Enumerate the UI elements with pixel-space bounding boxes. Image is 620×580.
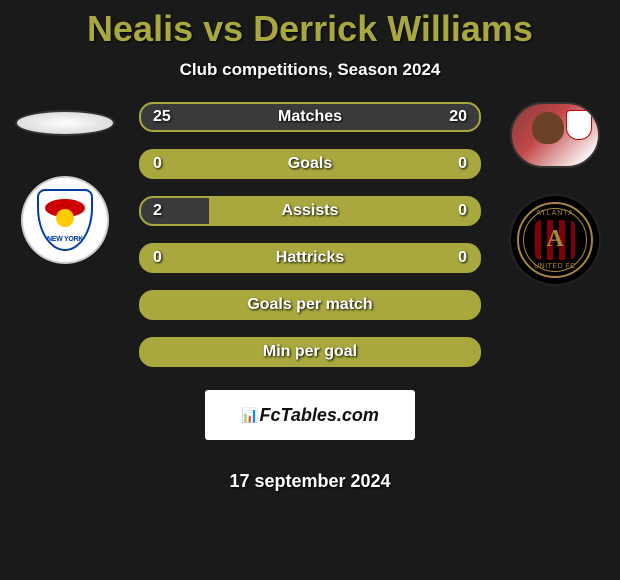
watermark-text: FcTables.com xyxy=(260,405,379,426)
stat-label: Min per goal xyxy=(263,343,357,361)
stat-value-left: 25 xyxy=(153,108,171,126)
stat-bar-matches: 25 Matches 20 xyxy=(139,102,481,132)
stat-value-left: 2 xyxy=(153,202,162,220)
stat-value-left: 0 xyxy=(153,155,162,173)
stat-label: Assists xyxy=(282,202,339,220)
player-left-avatar xyxy=(15,110,115,136)
club-left-badge: NEW YORK xyxy=(21,176,109,264)
stat-label: Hattricks xyxy=(276,249,344,267)
stat-bar-goals: 0 Goals 0 xyxy=(139,149,481,179)
stat-bar-assists: 2 Assists 0 xyxy=(139,196,481,226)
stat-bar-goals-per-match: Goals per match xyxy=(139,290,481,320)
stat-value-right: 0 xyxy=(458,155,467,173)
stat-label: Goals per match xyxy=(247,296,372,314)
player-right-avatar xyxy=(510,102,600,168)
stat-bar-hattricks: 0 Hattricks 0 xyxy=(139,243,481,273)
atl-text-top: ATLANTA xyxy=(511,210,599,217)
stat-value-right: 20 xyxy=(449,108,467,126)
comparison-area: NEW YORK ATLANTA A UNITED FC 25 Matches … xyxy=(0,102,620,492)
stat-bars: 25 Matches 20 0 Goals 0 2 Assists 0 xyxy=(139,102,481,492)
date-label: 17 september 2024 xyxy=(139,471,481,492)
stat-label: Goals xyxy=(288,155,332,173)
page-title: Nealis vs Derrick Williams xyxy=(0,0,620,50)
watermark-ticks-icon: 📊 xyxy=(241,407,255,424)
atl-letter-a-icon: A xyxy=(546,226,563,253)
watermark: 📊 FcTables.com xyxy=(205,390,415,440)
player-left-column: NEW YORK xyxy=(10,102,120,264)
player-right-column: ATLANTA A UNITED FC xyxy=(500,102,610,286)
stat-bar-min-per-goal: Min per goal xyxy=(139,337,481,367)
redbull-text: NEW YORK xyxy=(39,236,91,243)
stat-value-left: 0 xyxy=(153,249,162,267)
stat-value-right: 0 xyxy=(458,249,467,267)
redbull-shield-icon: NEW YORK xyxy=(37,189,93,251)
stat-label: Matches xyxy=(278,108,342,126)
stat-value-right: 0 xyxy=(458,202,467,220)
club-right-badge: ATLANTA A UNITED FC xyxy=(509,194,601,286)
subtitle: Club competitions, Season 2024 xyxy=(0,60,620,80)
atl-text-bottom: UNITED FC xyxy=(511,263,599,270)
